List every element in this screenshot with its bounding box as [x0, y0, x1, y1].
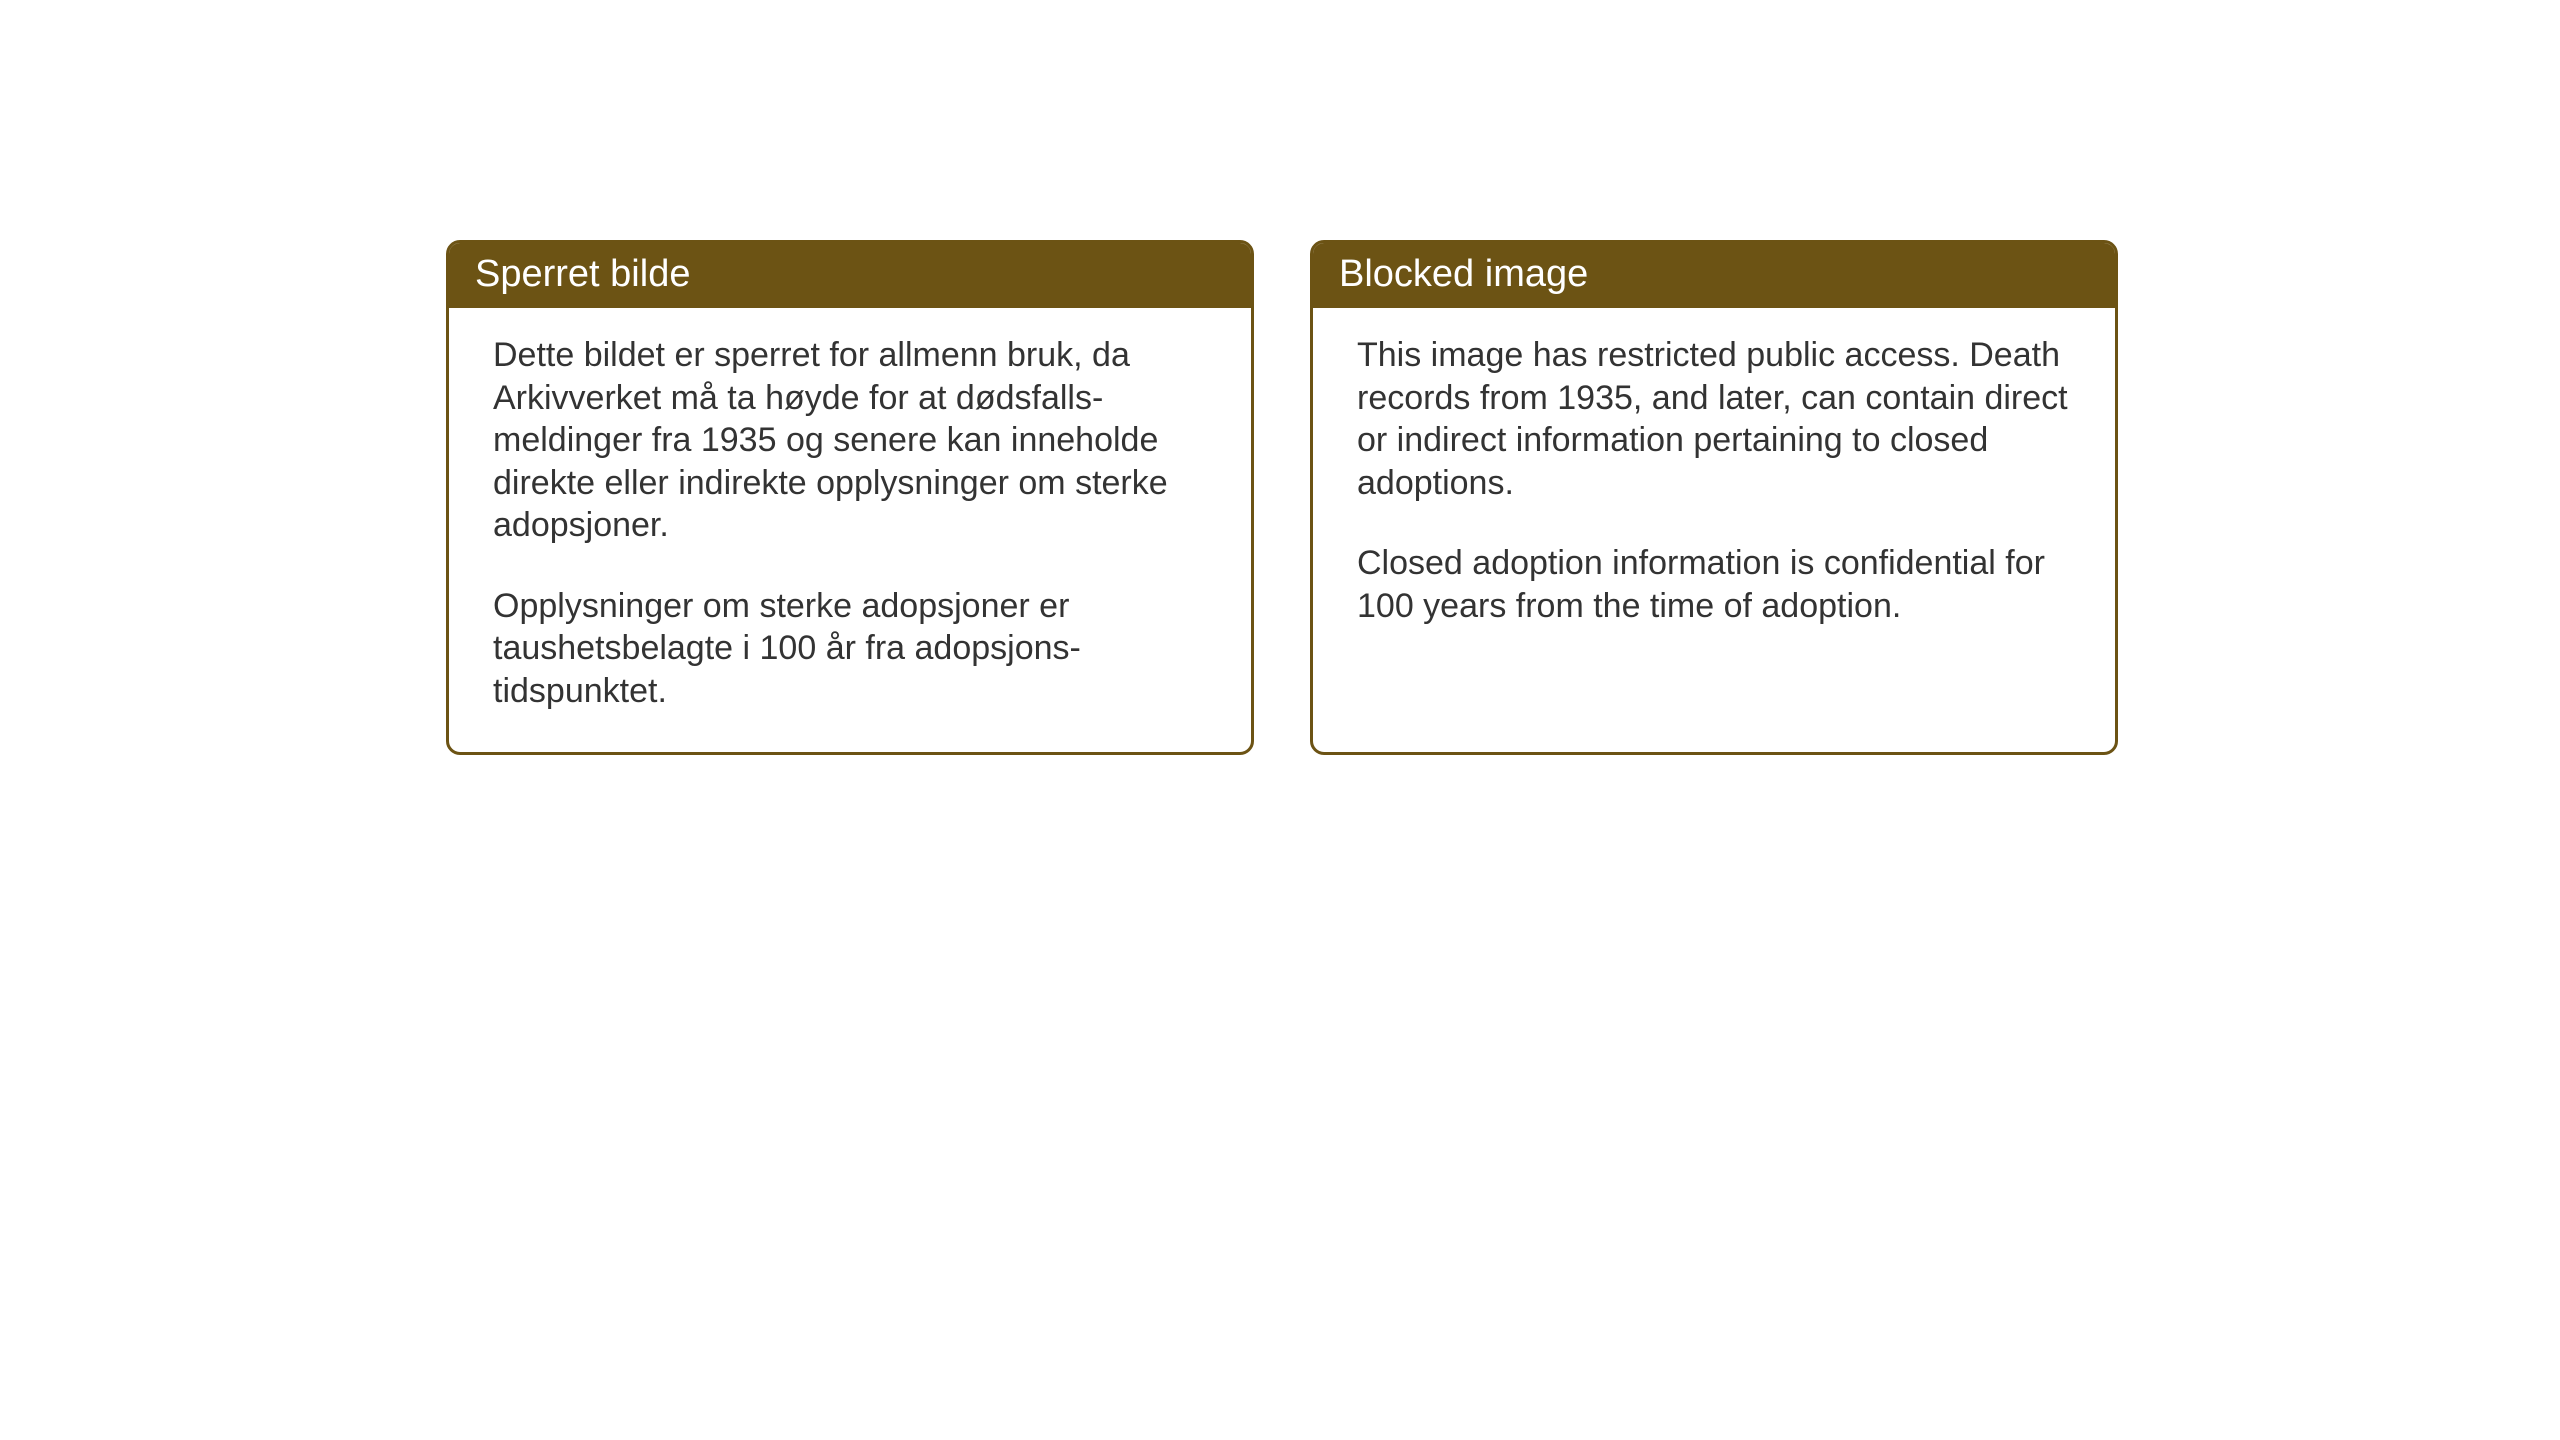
notice-title-norwegian: Sperret bilde	[449, 243, 1251, 308]
notice-card-norwegian: Sperret bilde Dette bildet er sperret fo…	[446, 240, 1254, 755]
notice-body-english: This image has restricted public access.…	[1313, 308, 2115, 667]
notice-title-english: Blocked image	[1313, 243, 2115, 308]
notice-paragraph: Opplysninger om sterke adopsjoner er tau…	[493, 585, 1207, 713]
notice-paragraph: Closed adoption information is confident…	[1357, 542, 2071, 627]
notice-card-english: Blocked image This image has restricted …	[1310, 240, 2118, 755]
notice-container: Sperret bilde Dette bildet er sperret fo…	[0, 0, 2560, 755]
notice-body-norwegian: Dette bildet er sperret for allmenn bruk…	[449, 308, 1251, 752]
notice-paragraph: This image has restricted public access.…	[1357, 334, 2071, 504]
notice-paragraph: Dette bildet er sperret for allmenn bruk…	[493, 334, 1207, 547]
